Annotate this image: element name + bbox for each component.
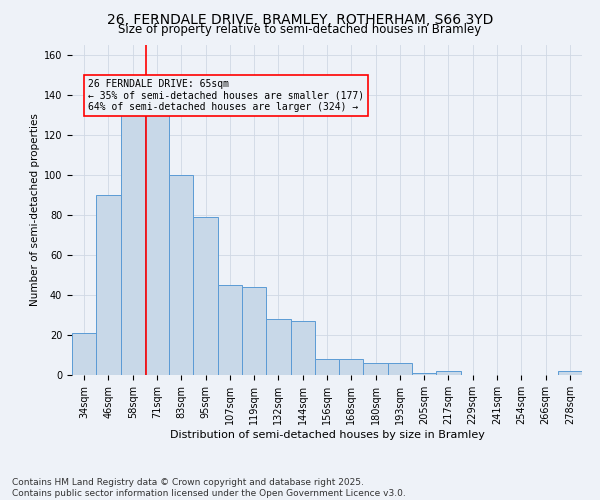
Y-axis label: Number of semi-detached properties: Number of semi-detached properties <box>29 114 40 306</box>
Bar <box>558 371 582 375</box>
Bar <box>242 287 266 375</box>
Bar <box>218 285 242 375</box>
Bar <box>388 363 412 375</box>
Bar <box>72 333 96 375</box>
Bar <box>145 115 169 375</box>
Bar <box>193 217 218 375</box>
Bar <box>266 319 290 375</box>
X-axis label: Distribution of semi-detached houses by size in Bramley: Distribution of semi-detached houses by … <box>170 430 484 440</box>
Bar <box>339 359 364 375</box>
Bar <box>436 371 461 375</box>
Bar <box>121 115 145 375</box>
Bar <box>364 363 388 375</box>
Bar <box>169 175 193 375</box>
Text: 26, FERNDALE DRIVE, BRAMLEY, ROTHERHAM, S66 3YD: 26, FERNDALE DRIVE, BRAMLEY, ROTHERHAM, … <box>107 12 493 26</box>
Bar <box>96 195 121 375</box>
Text: Contains HM Land Registry data © Crown copyright and database right 2025.
Contai: Contains HM Land Registry data © Crown c… <box>12 478 406 498</box>
Text: Size of property relative to semi-detached houses in Bramley: Size of property relative to semi-detach… <box>118 22 482 36</box>
Text: 26 FERNDALE DRIVE: 65sqm
← 35% of semi-detached houses are smaller (177)
64% of : 26 FERNDALE DRIVE: 65sqm ← 35% of semi-d… <box>88 79 364 112</box>
Bar <box>290 321 315 375</box>
Bar <box>412 373 436 375</box>
Bar <box>315 359 339 375</box>
